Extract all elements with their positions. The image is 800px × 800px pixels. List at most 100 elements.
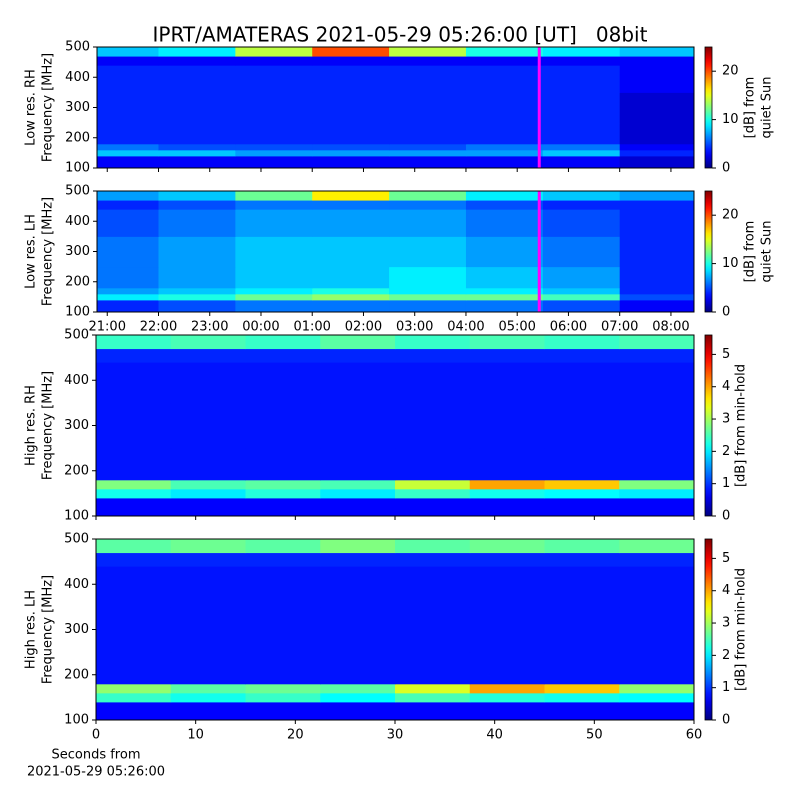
- heatmap-cell: [96, 448, 172, 481]
- y-tick-label: 300: [65, 100, 90, 115]
- heatmap-cell: [312, 149, 390, 157]
- heatmap-cell: [544, 683, 620, 694]
- heatmap-cell: [619, 479, 695, 490]
- heatmap-cell: [542, 200, 621, 210]
- heatmap-cell: [389, 65, 467, 93]
- heatmap-cell: [97, 266, 159, 289]
- x-axis-label: 2021-05-29 05:26:00: [27, 765, 165, 780]
- colorbar-tick-label: 0: [722, 713, 730, 728]
- heatmap-cell: [542, 287, 621, 295]
- heatmap-cell: [96, 497, 172, 517]
- heatmap-cell: [158, 266, 236, 289]
- x-tick-label: 03:00: [396, 320, 433, 335]
- y-tick-label: 300: [64, 622, 89, 637]
- heatmap-cell: [389, 236, 467, 268]
- heatmap-cell: [320, 335, 396, 350]
- heatmap-cell: [544, 692, 620, 703]
- y-axis-label: High res. LH: [24, 590, 39, 669]
- heatmap-cell: [542, 56, 621, 66]
- heatmap-cell: [395, 362, 471, 404]
- heatmap-cell: [97, 293, 159, 301]
- heatmap-cell: [395, 479, 471, 490]
- heatmap-cell: [544, 701, 620, 721]
- heatmap-cell: [542, 143, 621, 151]
- heatmap-cell: [158, 287, 236, 295]
- heatmap-cell: [158, 236, 236, 268]
- heatmap-cell: [320, 539, 396, 554]
- heatmap-cell: [235, 293, 313, 301]
- y-tick-label: 300: [65, 244, 90, 259]
- heatmap-cell: [395, 652, 471, 685]
- heatmap-cell: [96, 348, 172, 363]
- y-axis-label: Frequency [MHz]: [41, 371, 56, 480]
- heatmap-cell: [158, 191, 236, 201]
- heatmap-cell: [245, 497, 321, 517]
- heatmap-cell: [395, 701, 471, 721]
- heatmap-cell: [389, 209, 467, 237]
- heatmap-cell: [170, 606, 246, 653]
- heatmap-cell: [469, 606, 545, 653]
- heatmap-cell: [465, 56, 544, 66]
- heatmap-cell: [619, 606, 695, 653]
- heatmap-cell: [465, 287, 544, 295]
- heatmap-cell: [312, 92, 390, 124]
- x-tick-label: 08:00: [652, 320, 689, 335]
- heatmap-cell: [465, 149, 544, 157]
- heatmap-cell: [245, 402, 321, 449]
- x-tick-label: 23:00: [191, 320, 228, 335]
- heatmap-cell: [312, 155, 390, 169]
- colorbar-tick-label: 0: [722, 509, 730, 524]
- heatmap-cell: [320, 479, 396, 490]
- heatmap-cell: [96, 479, 172, 490]
- x-tick-label: 20: [287, 728, 304, 743]
- x-tick-label: 07:00: [601, 320, 638, 335]
- heatmap-cell: [235, 65, 313, 93]
- x-tick-label: 60: [686, 728, 703, 743]
- heatmap-cell: [542, 92, 621, 124]
- heatmap-cell: [312, 56, 390, 66]
- heatmap-cell: [235, 209, 313, 237]
- heatmap-cell: [619, 566, 695, 608]
- heatmap-cell: [96, 539, 172, 554]
- heatmap-cell: [619, 200, 695, 210]
- heatmap-cell: [469, 701, 545, 721]
- y-tick-label: 100: [64, 713, 89, 728]
- heatmap-cell: [245, 683, 321, 694]
- y-axis-label: Frequency [MHz]: [41, 53, 56, 162]
- heatmap-cell: [235, 266, 313, 289]
- heatmap-cell: [320, 402, 396, 449]
- heatmap-cell: [245, 652, 321, 685]
- heatmap-cell: [469, 566, 545, 608]
- heatmap-cell: [544, 335, 620, 350]
- y-tick-label: 500: [65, 40, 90, 55]
- heatmap-cell: [619, 191, 695, 201]
- heatmap-cell: [245, 448, 321, 481]
- y-tick-label: 200: [65, 274, 90, 289]
- heatmap-cell: [544, 497, 620, 517]
- heatmap-cell: [469, 692, 545, 703]
- colorbar-tick-label: 10: [722, 112, 739, 127]
- colorbar-tick-label: 5: [722, 347, 730, 362]
- heatmap-cell: [395, 348, 471, 363]
- heatmap-cell: [96, 606, 172, 653]
- heatmap-cell: [96, 566, 172, 608]
- heatmap-cell: [97, 287, 159, 295]
- y-tick-label: 100: [65, 305, 90, 320]
- heatmap-cell: [395, 402, 471, 449]
- colorbar-tick-label: 3: [722, 616, 730, 631]
- colorbar-label: quiet Sun: [760, 76, 775, 138]
- heatmap-cell: [320, 701, 396, 721]
- colorbar: [704, 334, 713, 517]
- heatmap-cell: [544, 362, 620, 404]
- heatmap-cell: [312, 209, 390, 237]
- heatmap-cell: [245, 539, 321, 554]
- heatmap-cell: [170, 552, 246, 567]
- colorbar-tick-label: 1: [722, 476, 730, 491]
- y-tick-label: 200: [64, 667, 89, 682]
- x-axis-label: Seconds from: [51, 748, 140, 763]
- heatmap-cell: [170, 539, 246, 554]
- heatmap-cell: [97, 236, 159, 268]
- heatmap-cell: [469, 683, 545, 694]
- heatmap-cell: [97, 299, 159, 313]
- x-tick-label: 50: [586, 728, 603, 743]
